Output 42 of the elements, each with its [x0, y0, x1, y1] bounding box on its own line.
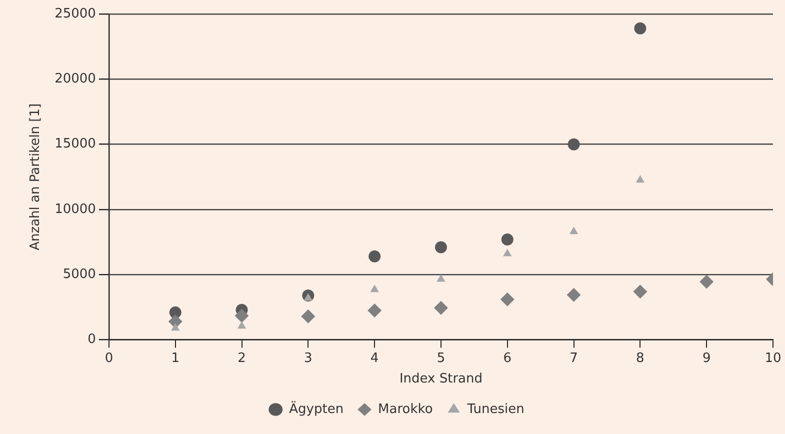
x-axis-title: Index Strand: [399, 372, 483, 387]
y-tick-label: 0: [88, 332, 96, 348]
point: [436, 274, 446, 282]
point: [566, 288, 581, 302]
y-tick-label: 15000: [54, 136, 96, 152]
point: [171, 323, 180, 331]
y-tick-label: 20000: [54, 72, 96, 87]
x-tick-label: 4: [370, 350, 379, 366]
point: [568, 138, 580, 150]
y-tick-label: 5000: [62, 267, 96, 282]
point: [370, 284, 379, 292]
x-tick-label: 5: [436, 350, 446, 366]
legend-label: Ägypten: [289, 400, 344, 417]
point: [434, 241, 447, 254]
point: [700, 274, 714, 289]
point: [569, 226, 578, 234]
point: [500, 292, 514, 306]
legend-label: Marokko: [378, 402, 433, 417]
point: [503, 248, 512, 256]
x-tick-label: 1: [171, 350, 180, 366]
x-tick-label: 9: [702, 350, 711, 366]
point: [301, 309, 316, 324]
point: [368, 303, 382, 318]
x-tick-label: 10: [764, 350, 782, 366]
x-tick-label: 7: [570, 350, 578, 366]
point: [636, 175, 645, 183]
y-tick-label: 10000: [54, 202, 96, 217]
x-tick-label: 2: [238, 350, 246, 366]
point: [633, 284, 648, 299]
legend-label: Tunesien: [466, 402, 524, 417]
point: [234, 308, 249, 323]
point: [501, 233, 514, 246]
y-tick-label: 25000: [54, 6, 96, 22]
x-tick-label: 6: [503, 350, 512, 366]
point: [237, 321, 246, 329]
point: [368, 250, 381, 262]
x-tick-label: 8: [636, 350, 644, 366]
point: [434, 300, 448, 315]
x-tick-label: 0: [104, 350, 114, 366]
point: [634, 22, 646, 34]
y-axis-title: Anzahl an Partikeln [1]: [28, 103, 44, 250]
x-tick-label: 3: [304, 350, 312, 366]
